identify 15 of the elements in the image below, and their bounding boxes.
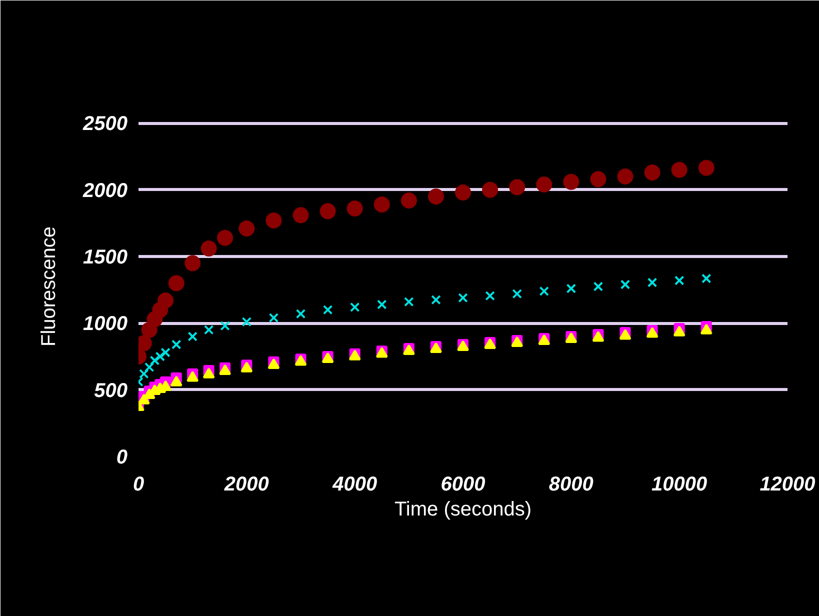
y-tick-label: 500 [94, 380, 128, 402]
x-tick-label: 2000 [223, 474, 269, 496]
x-tick-label: 4000 [332, 474, 378, 496]
y-axis-title: Fluorescence [38, 226, 60, 347]
x-axis-title: Time (seconds) [394, 498, 532, 520]
x-tick-label: 12000 [760, 474, 816, 496]
y-tick-label: 2500 [82, 113, 128, 136]
y-tick-label: 1500 [83, 246, 128, 268]
x-tick-label: 6000 [440, 474, 486, 496]
x-tick-label: 0 [132, 474, 144, 496]
x-tick-label: 10000 [652, 474, 708, 496]
y-tick-label: 1000 [83, 313, 128, 336]
y-tick-label: 0 [116, 446, 128, 468]
y-tick-label: 2000 [82, 180, 128, 202]
x-tick-label: 8000 [548, 474, 594, 496]
